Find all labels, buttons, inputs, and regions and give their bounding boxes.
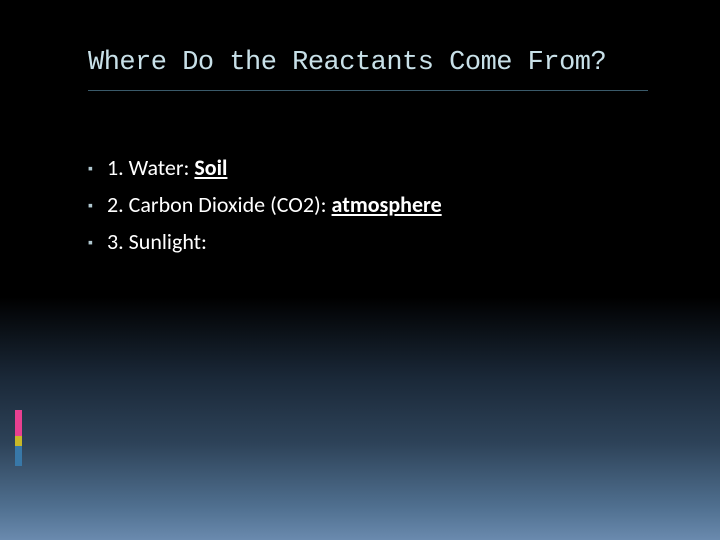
slide-container: Where Do the Reactants Come From? ▪ 1. W… (0, 0, 720, 540)
item-emphasis: atmosphere (332, 191, 442, 218)
bullet-icon: ▪ (88, 197, 93, 214)
bullet-text: 3. Sunlight: (107, 227, 207, 258)
title-underline (88, 90, 648, 91)
item-emphasis: Soil (194, 154, 227, 181)
accent-bar-3 (15, 446, 22, 466)
list-item: ▪ 3. Sunlight: (88, 227, 648, 258)
bullet-icon: ▪ (88, 160, 93, 177)
bullet-text: 1. Water: Soil (107, 153, 227, 184)
slide-content: ▪ 1. Water: Soil ▪ 2. Carbon Dioxide (CO… (88, 153, 648, 257)
accent-bar-2 (15, 436, 22, 446)
bullet-icon: ▪ (88, 234, 93, 251)
list-item: ▪ 1. Water: Soil (88, 153, 648, 184)
bullet-text: 2. Carbon Dioxide (CO2): atmosphere (107, 190, 442, 221)
slide-title: Where Do the Reactants Come From? (88, 48, 648, 78)
item-prefix: 2. Carbon Dioxide (CO2): (107, 191, 332, 218)
item-prefix: 3. Sunlight: (107, 228, 207, 255)
list-item: ▪ 2. Carbon Dioxide (CO2): atmosphere (88, 190, 648, 221)
item-prefix: 1. Water: (107, 154, 194, 181)
accent-bars (15, 410, 22, 466)
accent-bar-1 (15, 410, 22, 436)
